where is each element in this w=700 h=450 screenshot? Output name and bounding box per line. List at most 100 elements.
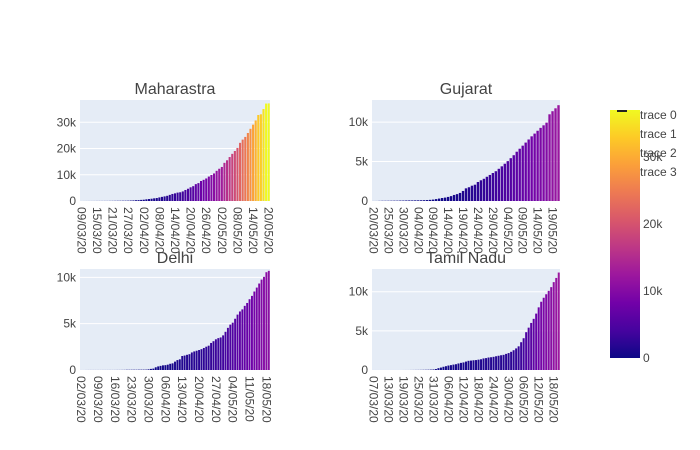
bar (488, 174, 492, 201)
bar (228, 157, 231, 201)
y-tick-label: 5k (355, 155, 369, 169)
x-tick-label: 18/05/20 (547, 376, 561, 423)
bar (236, 314, 239, 370)
subplot-3: 0 5k 10k 07/03/20 13/03/20 19/03/20 25/03/20 31… (349, 250, 561, 423)
x-tick-label: 30/04/20 (502, 376, 516, 423)
bar (162, 365, 164, 370)
bar (149, 368, 152, 370)
bar (200, 349, 203, 370)
x-tick-label: 27/04/20 (209, 376, 223, 423)
x-tick-label: 14/04/20 (441, 207, 455, 254)
bar (186, 188, 190, 201)
x-tick-label: 07/03/20 (366, 376, 380, 423)
legend-item[interactable]: trace 3 (640, 165, 677, 179)
bar (524, 142, 527, 201)
bar (267, 270, 270, 370)
colorbar: 0 10k 20k 30k (610, 110, 663, 365)
bar (231, 322, 234, 370)
colorbar-gradient (610, 110, 640, 358)
bar (198, 350, 201, 370)
x-tick-label: 02/05/20 (215, 207, 229, 254)
y-tick-label: 0 (361, 194, 368, 208)
bar (145, 199, 148, 201)
bar (241, 139, 244, 201)
bar (262, 109, 265, 201)
legend-item[interactable]: trace 0 (640, 108, 677, 122)
x-tick-label: 04/05/20 (501, 207, 515, 254)
bar (142, 199, 145, 201)
bar (213, 173, 216, 201)
bar (537, 307, 540, 370)
colorbar-tick-label: 10k (643, 284, 663, 298)
bar (520, 342, 523, 370)
bar (226, 327, 229, 370)
bar (542, 125, 545, 201)
bar (472, 360, 475, 370)
x-tick-label: 25/03/20 (411, 376, 425, 423)
bar (492, 356, 495, 370)
bar (263, 276, 265, 370)
bar (249, 128, 252, 201)
bar (255, 287, 258, 370)
bar (181, 191, 184, 201)
bar (459, 362, 462, 370)
bar (248, 299, 251, 370)
bar (157, 366, 160, 370)
x-tick-label: 09/04/20 (426, 207, 440, 254)
bar (426, 200, 429, 201)
subplot-title: Delhi (157, 250, 193, 267)
x-tick-label: 04/04/20 (411, 207, 425, 254)
x-tick-label: 20/03/20 (366, 207, 380, 254)
bar (477, 359, 480, 370)
x-tick-label: 15/03/20 (90, 207, 104, 254)
bar (530, 136, 533, 201)
bar (551, 111, 554, 201)
bar (434, 369, 437, 370)
bar (150, 198, 153, 201)
bar (417, 200, 420, 201)
bar (510, 351, 513, 370)
bar (267, 103, 270, 201)
bar (552, 282, 555, 370)
y-tick-label: 10k (57, 270, 77, 284)
bar (188, 354, 191, 370)
x-tick-label: 06/04/20 (158, 376, 172, 423)
bar (202, 179, 205, 201)
bar (536, 130, 539, 201)
bar (189, 187, 192, 201)
bar (500, 166, 504, 201)
bar (176, 192, 179, 201)
bar (134, 200, 137, 201)
bar (219, 337, 222, 370)
bar (174, 361, 176, 370)
bar (444, 366, 447, 370)
legend-item[interactable]: trace 1 (640, 127, 677, 141)
legend[interactable]: trace 0 trace 1 trace 2 trace 3 (617, 108, 677, 179)
x-tick-label: 23/03/20 (125, 376, 139, 423)
x-tick-label: 13/03/20 (381, 376, 395, 423)
bar (166, 364, 169, 370)
y-tick-label: 5k (63, 317, 77, 331)
bar (507, 353, 510, 370)
bar (246, 302, 249, 370)
bar (411, 200, 414, 201)
bar (215, 170, 218, 201)
bar (540, 301, 543, 370)
x-tick-label: 21/03/20 (106, 207, 120, 254)
bar (202, 347, 205, 370)
x-tick-label: 18/04/20 (472, 376, 486, 423)
bar (210, 174, 213, 201)
bar (212, 341, 215, 370)
bar (482, 178, 486, 201)
bar (521, 145, 524, 201)
bar (233, 150, 236, 201)
bar (186, 354, 188, 370)
bar (527, 139, 530, 201)
bar (479, 180, 483, 201)
bar (476, 182, 480, 201)
y-tick-label: 10k (57, 168, 77, 182)
bar (140, 199, 143, 201)
bar (470, 360, 473, 370)
legend-item[interactable]: trace 2 (640, 146, 677, 160)
